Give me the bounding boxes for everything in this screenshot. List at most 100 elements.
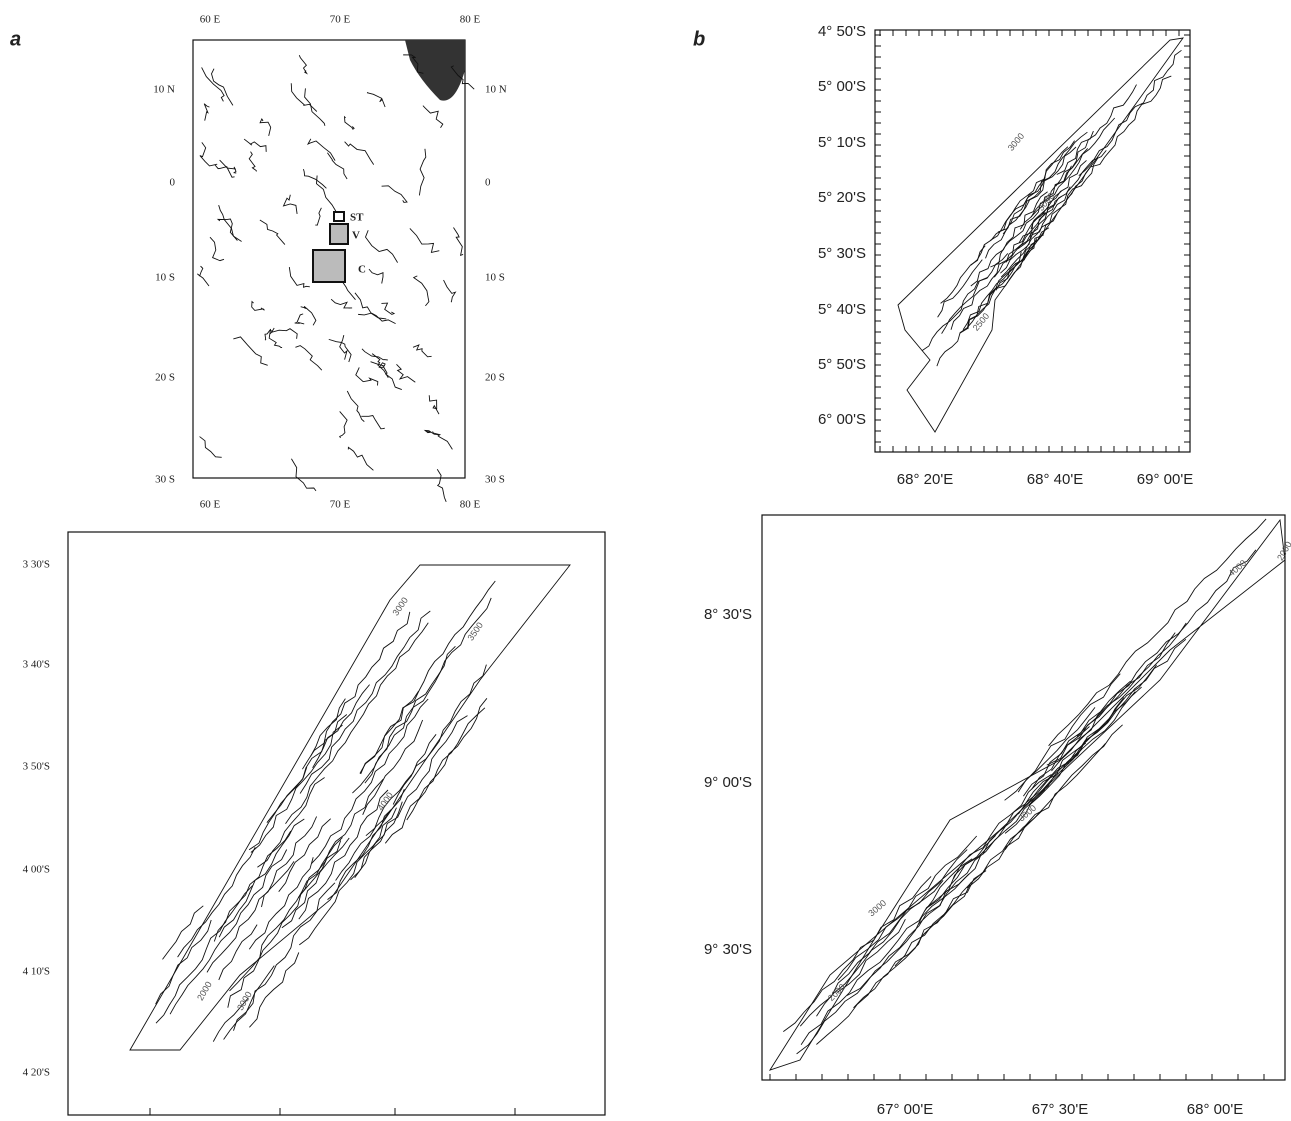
contour xyxy=(269,329,282,348)
contour xyxy=(413,345,432,357)
contour xyxy=(291,459,316,491)
contour xyxy=(425,430,439,434)
tick-label: 8° 30'S xyxy=(704,606,752,623)
tick-label: 68° 00'E xyxy=(1187,1101,1243,1118)
tick-label: 67° 30'E xyxy=(1032,1101,1088,1118)
tick-label: 3 30'S xyxy=(23,559,50,571)
contour xyxy=(286,623,429,824)
tick-label: 5° 50'S xyxy=(818,356,866,373)
tick-label: 4 00'S xyxy=(23,864,50,876)
contour xyxy=(302,612,409,769)
tick-label: 4° 50'S xyxy=(818,23,866,40)
tick-label: 5° 20'S xyxy=(818,189,866,206)
box-c xyxy=(313,250,345,282)
contour xyxy=(347,391,364,422)
contour xyxy=(340,411,347,437)
contour xyxy=(200,437,222,458)
contour xyxy=(393,665,486,805)
contour xyxy=(284,195,298,214)
contour xyxy=(1047,550,1256,765)
tick-label: 10 S xyxy=(155,272,175,284)
contour xyxy=(419,149,425,196)
contour xyxy=(1018,698,1123,815)
contour xyxy=(249,152,256,172)
box-label: C xyxy=(358,264,366,276)
contour xyxy=(233,337,267,365)
tick-label: 4 10'S xyxy=(23,966,50,978)
tick-label: 10 S xyxy=(485,272,505,284)
box-v xyxy=(330,224,348,244)
contour xyxy=(382,186,407,203)
tick-label: 5° 40'S xyxy=(818,301,866,318)
map-v-frame xyxy=(68,532,605,1115)
contour-label: 3000 xyxy=(390,595,410,617)
contour xyxy=(361,416,385,429)
contour xyxy=(381,303,394,314)
contour xyxy=(366,230,398,262)
contour xyxy=(423,106,443,128)
contour xyxy=(1018,707,1095,792)
contour xyxy=(329,339,351,362)
contour xyxy=(315,208,321,225)
contour xyxy=(299,55,306,73)
contour xyxy=(800,850,967,1027)
contour xyxy=(1049,519,1267,746)
contour xyxy=(437,469,446,502)
tick-label: 5° 00'S xyxy=(818,78,866,95)
contour-label: 2000 xyxy=(1275,540,1291,562)
box-label: V xyxy=(352,230,360,242)
contour xyxy=(327,153,347,179)
contour xyxy=(197,266,209,286)
contour xyxy=(244,139,266,152)
contour xyxy=(301,306,316,325)
contour xyxy=(996,235,1044,290)
contour xyxy=(282,838,349,928)
figure: ab60 E70 E80 E60 E70 E80 E10 N010 S20 S3… xyxy=(0,0,1291,1121)
contour xyxy=(305,88,325,125)
contour xyxy=(366,734,436,835)
contour xyxy=(367,93,385,107)
contour xyxy=(252,302,265,311)
tick-label: 0 xyxy=(485,177,491,189)
contour xyxy=(994,196,1061,277)
contour-label: 3500 xyxy=(465,620,485,642)
contour xyxy=(410,228,439,252)
contour xyxy=(260,220,285,245)
map-st-frame xyxy=(875,30,1190,452)
contour xyxy=(396,364,415,382)
contour-label: 3000 xyxy=(1016,803,1038,824)
contour xyxy=(295,314,305,324)
tick-label: 20 S xyxy=(155,372,175,384)
contour xyxy=(838,836,977,980)
contour xyxy=(1000,150,1106,273)
contour-label: 2500 xyxy=(971,311,992,333)
contour xyxy=(362,349,388,360)
contour xyxy=(355,293,386,319)
contour xyxy=(249,767,307,850)
contour xyxy=(291,83,317,111)
tick-label: 60 E xyxy=(200,499,221,511)
contour xyxy=(1079,50,1182,175)
contour xyxy=(204,104,209,121)
contour xyxy=(453,227,463,255)
tick-label: 6° 00'S xyxy=(818,411,866,428)
contour xyxy=(356,367,378,385)
contour xyxy=(938,260,983,318)
tick-label: 80 E xyxy=(460,14,481,26)
tick-label: 70 E xyxy=(330,14,351,26)
tick-label: 10 N xyxy=(485,84,507,96)
contour xyxy=(295,346,321,371)
contour xyxy=(348,447,373,470)
contour xyxy=(219,925,257,980)
contour xyxy=(303,169,326,188)
contour-label: 4000 xyxy=(1226,558,1248,579)
tick-label: 68° 20'E xyxy=(897,471,953,488)
contour-label: 3000 xyxy=(1006,131,1027,153)
contour xyxy=(219,205,242,241)
contour-label: 2000 xyxy=(195,980,214,1002)
contour xyxy=(895,810,1043,966)
contour xyxy=(1023,681,1130,796)
tick-label: 9° 00'S xyxy=(704,774,752,791)
contour xyxy=(210,237,224,260)
tick-label: 9° 30'S xyxy=(704,941,752,958)
